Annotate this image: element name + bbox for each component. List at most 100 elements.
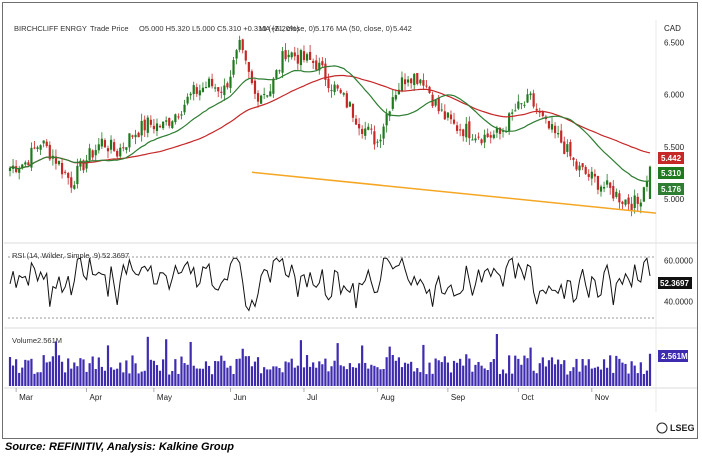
volume-bar [281, 372, 284, 386]
candle-body [406, 79, 410, 83]
candle-body [100, 138, 103, 147]
candle-body [128, 133, 131, 148]
candle-body [177, 116, 180, 118]
volume-bar [440, 362, 443, 386]
candle-body [400, 77, 404, 92]
volume-bar [211, 374, 214, 386]
volume-bar [275, 366, 278, 386]
volume-bar [207, 365, 211, 386]
volume-bar [91, 356, 94, 386]
candle-body [639, 202, 642, 207]
volume-bar [367, 368, 370, 386]
candle-body [30, 147, 33, 168]
candle-body [226, 83, 229, 88]
candle-body [553, 125, 557, 134]
volume-bar [253, 361, 257, 386]
volume-bar [413, 371, 416, 386]
volume-bar [278, 368, 281, 386]
candle-body [299, 50, 303, 66]
month-tick-label: Oct [521, 393, 534, 402]
volume-bar [60, 361, 64, 386]
candle-body [630, 203, 633, 211]
volume-bar [330, 366, 333, 386]
volume-bar [443, 356, 446, 386]
volume-bar [538, 363, 541, 386]
candle-body [357, 124, 361, 129]
price-chart[interactable]: BIRCHCLIFF ENRGY Trade Price O5.000 H5.3… [0, 0, 702, 440]
ma21-legend-value: 5.176 [315, 24, 334, 33]
candle-body [290, 52, 293, 58]
candle-body [312, 60, 315, 63]
volume-bar [587, 359, 590, 386]
candle-body [612, 186, 615, 199]
rsi-legend-value: 52.3697 [102, 251, 129, 260]
lseg-logo-text: LSEG [670, 423, 695, 433]
volume-bar [318, 361, 321, 386]
candle-body [235, 50, 238, 59]
month-tick-label: May [157, 393, 172, 402]
candle-body [97, 144, 100, 151]
volume-bar [345, 369, 348, 386]
volume-bar [238, 358, 241, 386]
volume-bar [596, 366, 600, 386]
volume-bar [342, 366, 345, 386]
volume-bar [226, 367, 229, 386]
volume-bar [572, 367, 575, 386]
candle-body [266, 95, 269, 97]
volume-bar [373, 365, 376, 386]
volume-bar [88, 363, 91, 386]
volume-bar [354, 367, 358, 386]
candle-body [584, 166, 587, 174]
candle-body [486, 133, 489, 138]
candle-body [397, 89, 400, 95]
candle-body [27, 162, 30, 166]
volume-bar [462, 365, 465, 386]
volume-bar [134, 363, 137, 386]
candle-body [379, 139, 382, 142]
volume-bar [266, 369, 269, 386]
candle-body [455, 125, 459, 131]
candle-body [146, 117, 149, 133]
candle-body [54, 156, 58, 164]
month-tick-label: Aug [380, 393, 394, 402]
volume-bar [388, 346, 391, 386]
volume-bar [560, 364, 563, 386]
volume-bar [639, 362, 642, 386]
volume-bar [364, 362, 367, 386]
volume-bar [489, 362, 492, 386]
volume-bar [581, 359, 584, 386]
candle-body [578, 165, 581, 171]
volume-bar [553, 364, 557, 386]
volume-bar [547, 360, 551, 386]
candle-body [511, 112, 514, 114]
volume-bar [385, 357, 388, 386]
candle-body [345, 93, 348, 108]
ma50-price-tag [658, 152, 684, 164]
candlestick-series [8, 35, 652, 217]
volume-bar [563, 360, 566, 386]
volume-bar [403, 362, 407, 386]
volume-legend-value: 2.561M [37, 336, 62, 345]
volume-bar [100, 366, 103, 386]
volume-bar [106, 345, 110, 386]
volume-bar [428, 362, 431, 386]
volume-bar [174, 359, 177, 386]
volume-bar [520, 364, 523, 386]
candle-body [201, 87, 205, 92]
volume-bar [165, 339, 168, 386]
candle-body [327, 78, 330, 89]
candle-body [364, 128, 367, 136]
volume-bar [465, 354, 468, 386]
ma50-legend-label: MA (50, close, 0) [336, 24, 393, 33]
volume-bar [526, 358, 529, 386]
volume-bar [431, 373, 434, 386]
candle-body [94, 150, 97, 156]
candle-body [569, 142, 572, 157]
rsi-legend-label: RSI (14, Wilder, Simple, 9) [12, 251, 101, 260]
candle-body [376, 141, 379, 143]
volume-bar [541, 357, 544, 386]
ma21-price-tag-text: 5.176 [661, 185, 682, 194]
candle-body [566, 144, 569, 152]
volume-bar [198, 368, 201, 386]
candle-body [217, 87, 220, 92]
